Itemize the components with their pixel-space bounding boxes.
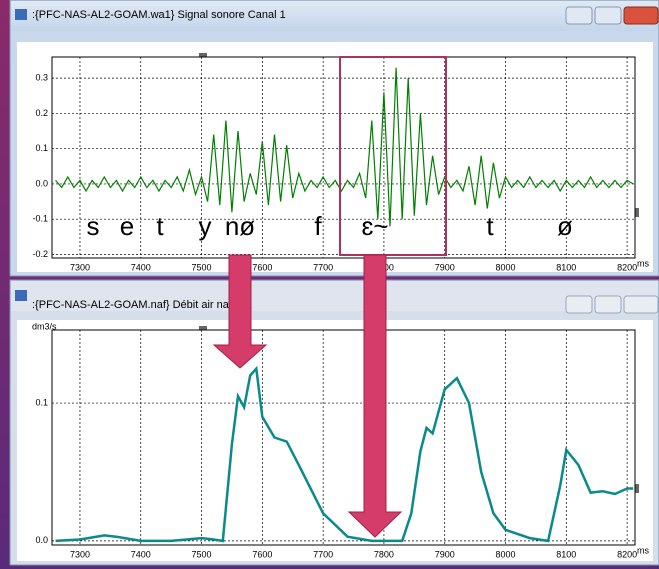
minimize-button[interactable] [565, 6, 593, 25]
data-line [55, 67, 634, 227]
title-bar [11, 281, 658, 311]
x-tick-label: 7300 [70, 549, 90, 559]
y-tick-label: 0.1 [35, 397, 48, 407]
x-tick-label: 8000 [495, 549, 515, 559]
x-tick-label: 7800 [374, 549, 394, 559]
x-tick-label: 7300 [70, 262, 90, 272]
overlay [212, 56, 447, 538]
x-tick-label: 7400 [131, 549, 151, 559]
y-unit: dm3/s [32, 321, 57, 331]
y-tick-label: -0.2 [32, 249, 48, 259]
x-tick-label: 7600 [252, 549, 272, 559]
title-bar [11, 1, 658, 31]
maximize-button[interactable] [594, 6, 622, 25]
y-tick-label: -0.1 [32, 214, 48, 224]
window-title: :{PFC-NAS-AL2-GOAM.naf} Débit air nasal [32, 299, 243, 311]
x-tick-label: 7700 [313, 262, 333, 272]
plot-area [51, 56, 636, 259]
x-unit: ms [637, 258, 649, 268]
phoneme-label: y [199, 211, 212, 241]
phoneme-label: t [486, 211, 494, 241]
x-tick-label: 7500 [192, 549, 212, 559]
x-tick-label: 7900 [435, 262, 455, 272]
x-tick-label: 7900 [435, 549, 455, 559]
x-tick-label: 7500 [192, 262, 212, 272]
phoneme-label: nø [225, 211, 255, 241]
plots: -0.2 -0.1 0.0 0.1 0.2 0.3 7300 7400 7500 7600 7700… [32, 56, 649, 559]
maximize-button[interactable] [594, 295, 622, 314]
y-tick-label: 0.0 [35, 535, 48, 545]
x-tick-label: 8100 [556, 549, 576, 559]
x-tick-label: 7700 [313, 549, 333, 559]
window-icon [15, 9, 27, 20]
arrow [347, 254, 403, 538]
window-title: :{PFC-NAS-AL2-GOAM.wa1} Signal sonore Ca… [32, 9, 286, 21]
x-tick-label: 8200 [617, 549, 637, 559]
plot-area [51, 329, 636, 546]
minimize-button[interactable] [565, 295, 593, 314]
close-button[interactable] [623, 295, 659, 314]
x-tick-label: 8000 [495, 262, 515, 272]
highlight-box [339, 56, 447, 256]
x-tick-label: 7600 [252, 262, 272, 272]
phoneme-label: t [156, 211, 164, 241]
arrow [212, 254, 268, 369]
x-unit: ms [637, 545, 649, 555]
y-tick-label: 0.2 [35, 108, 48, 118]
x-tick-label: 8100 [556, 262, 576, 272]
phoneme-label: ɛ~ [361, 211, 388, 241]
phoneme-label: e [120, 211, 134, 241]
y-tick-label: 0.3 [35, 73, 48, 83]
phoneme-label: ø [557, 211, 573, 241]
close-button[interactable] [623, 6, 659, 25]
data-line [55, 365, 634, 543]
window-icon [15, 290, 27, 301]
y-tick-label: 0.0 [35, 178, 48, 188]
x-tick-label: 8200 [617, 262, 637, 272]
phoneme-label: f [314, 211, 322, 241]
x-tick-label: 7400 [131, 262, 151, 272]
y-tick-label: 0.1 [35, 143, 48, 153]
phoneme-label: s [87, 211, 100, 241]
